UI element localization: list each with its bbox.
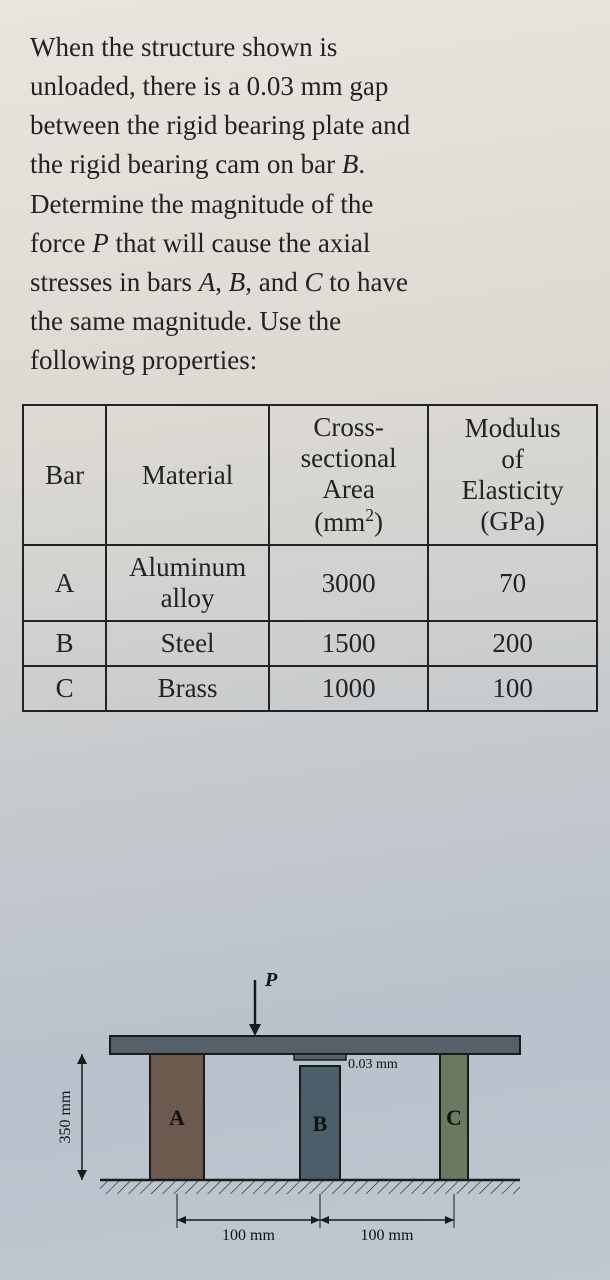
svg-text:0.03 mm: 0.03 mm bbox=[348, 1057, 398, 1072]
text-line: stresses in bars bbox=[30, 267, 199, 297]
cell-bar: B bbox=[23, 621, 106, 666]
svg-text:100 mm: 100 mm bbox=[222, 1227, 275, 1244]
text-line: following properties: bbox=[30, 345, 257, 375]
cell-e: 70 bbox=[428, 545, 597, 621]
cell-bar: A bbox=[23, 545, 106, 621]
text-line: between the rigid bearing plate and bbox=[30, 110, 410, 140]
var-c: C bbox=[304, 267, 322, 297]
svg-text:P: P bbox=[264, 969, 278, 991]
text-line: , bbox=[215, 267, 229, 297]
text-line: , and bbox=[245, 267, 304, 297]
cell-bar: C bbox=[23, 666, 106, 711]
cell-area: 3000 bbox=[269, 545, 428, 621]
var-p: P bbox=[92, 228, 109, 258]
header-bar: Bar bbox=[23, 405, 106, 545]
cell-material: Brass bbox=[106, 666, 269, 711]
svg-text:350 mm: 350 mm bbox=[57, 1090, 74, 1143]
cell-material: Aluminumalloy bbox=[106, 545, 269, 621]
text-line: to have bbox=[322, 267, 407, 297]
svg-text:100 mm: 100 mm bbox=[361, 1227, 414, 1244]
structure-diagram: P A B 0.03 mm C 350 mm 100 mm 100 mm bbox=[40, 920, 580, 1250]
svg-text:C: C bbox=[446, 1105, 462, 1130]
var-b: B bbox=[342, 149, 359, 179]
cell-e: 100 bbox=[428, 666, 597, 711]
header-material: Material bbox=[106, 405, 269, 545]
var-a: A bbox=[199, 267, 216, 297]
text-line: force bbox=[30, 228, 92, 258]
text-line: the rigid bearing cam on bar bbox=[30, 149, 342, 179]
table-row: B Steel 1500 200 bbox=[23, 621, 597, 666]
svg-text:A: A bbox=[169, 1105, 185, 1130]
cell-material: Steel bbox=[106, 621, 269, 666]
text-line: . bbox=[358, 149, 365, 179]
text-line: Determine the magnitude of the bbox=[30, 189, 373, 219]
text-line: the same magnitude. Use the bbox=[30, 306, 341, 336]
header-area: Cross- sectional Area (mm2) bbox=[269, 405, 428, 545]
svg-text:B: B bbox=[313, 1111, 328, 1136]
text-line: unloaded, there is a 0.03 mm gap bbox=[30, 71, 388, 101]
table-row: A Aluminumalloy 3000 70 bbox=[23, 545, 597, 621]
cell-e: 200 bbox=[428, 621, 597, 666]
text-line: When the structure shown is bbox=[30, 32, 337, 62]
var-b: B bbox=[229, 267, 246, 297]
text-line: that will cause the axial bbox=[109, 228, 371, 258]
table-header-row: Bar Material Cross- sectional Area (mm2)… bbox=[23, 405, 597, 545]
properties-table: Bar Material Cross- sectional Area (mm2)… bbox=[22, 404, 598, 712]
table-row: C Brass 1000 100 bbox=[23, 666, 597, 711]
problem-statement: When the structure shown is unloaded, th… bbox=[30, 28, 594, 380]
header-modulus: Modulus of Elasticity (GPa) bbox=[428, 405, 597, 545]
cell-area: 1500 bbox=[269, 621, 428, 666]
cell-area: 1000 bbox=[269, 666, 428, 711]
